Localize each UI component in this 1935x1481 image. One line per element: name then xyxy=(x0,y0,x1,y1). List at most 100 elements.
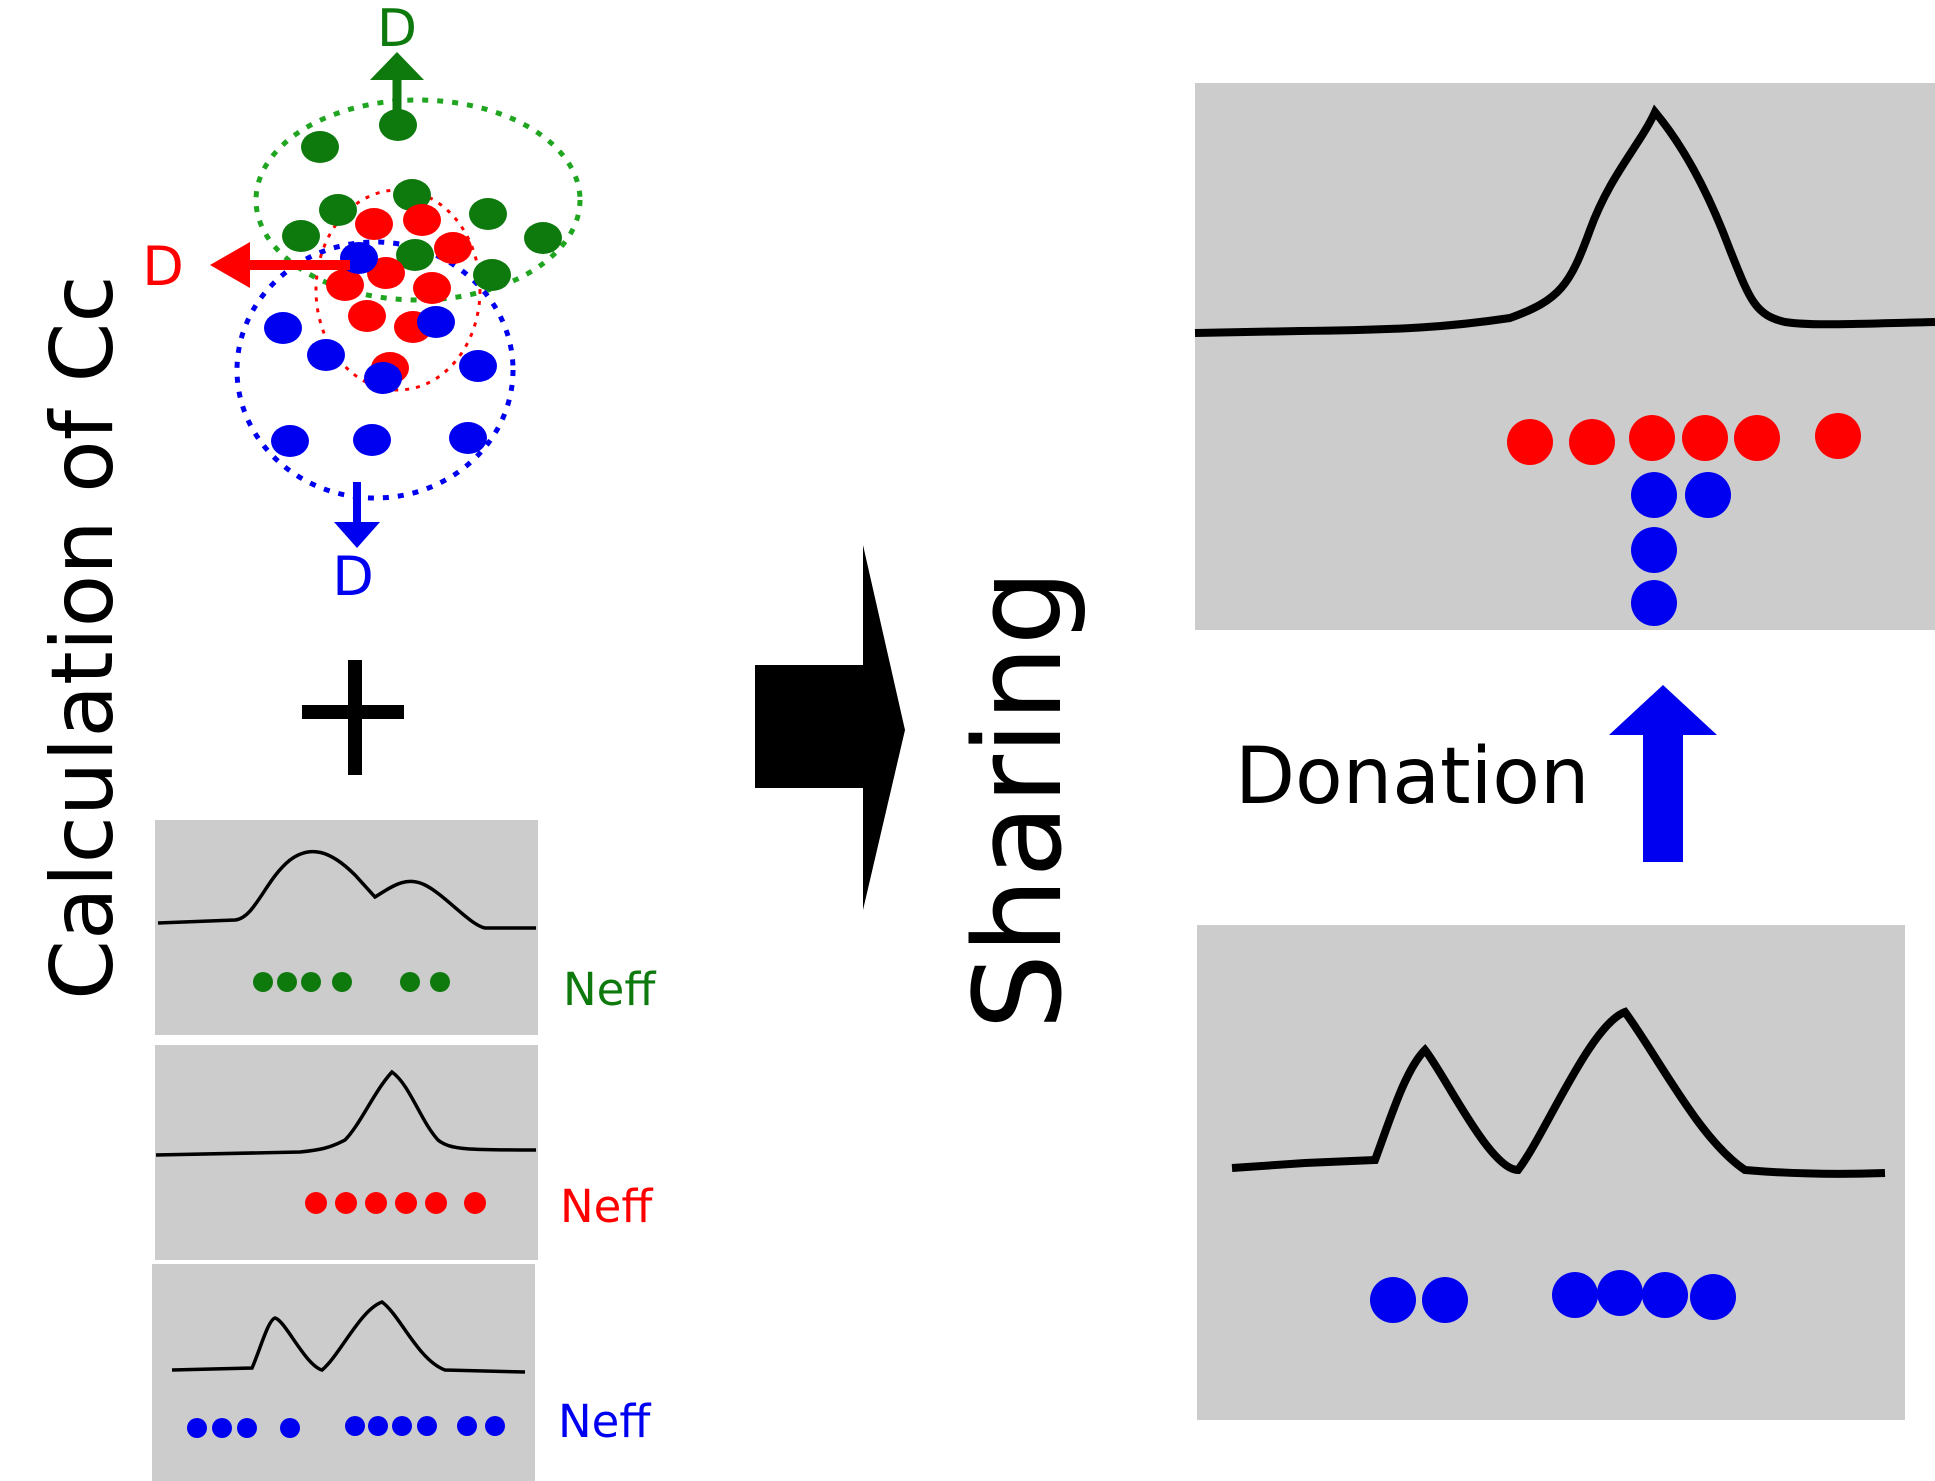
blue-point xyxy=(271,425,309,457)
blue-point xyxy=(364,362,402,394)
up-arrow-icon xyxy=(1609,685,1717,862)
sample-point xyxy=(1682,415,1728,461)
red-left-arrow-icon xyxy=(210,242,350,288)
donation-label: Donation xyxy=(1235,732,1589,822)
sample-point xyxy=(1734,415,1780,461)
sample-point xyxy=(1507,419,1553,465)
blue-points xyxy=(264,242,497,457)
sample-point xyxy=(1569,419,1615,465)
red-point xyxy=(326,269,364,301)
sample-point xyxy=(1629,415,1675,461)
blue-neff-label: Neff xyxy=(558,1395,651,1448)
blue-density-panel xyxy=(152,1264,535,1481)
blue-point xyxy=(459,350,497,382)
sample-point xyxy=(400,972,420,992)
green-cluster-marker: D xyxy=(377,0,417,59)
sample-point xyxy=(277,972,297,992)
remaining-blue-points xyxy=(1370,1270,1736,1323)
donor-density-panel xyxy=(1197,925,1905,1420)
sample-point xyxy=(1642,1272,1688,1318)
green-points xyxy=(282,109,562,291)
red-neff-label: Neff xyxy=(560,1180,653,1233)
sample-point xyxy=(464,1192,486,1214)
blue-point xyxy=(307,339,345,371)
blue-cluster-marker: D xyxy=(332,545,374,608)
green-point xyxy=(469,198,507,230)
sample-point xyxy=(365,1192,387,1214)
green-point xyxy=(379,109,417,141)
panel-background xyxy=(155,820,538,1035)
blue-point xyxy=(353,424,391,456)
donated-blue-points xyxy=(1631,472,1731,626)
sample-points xyxy=(253,972,450,992)
red-sample-points xyxy=(1507,413,1861,465)
recipient-density-panel xyxy=(1194,83,1935,630)
sample-point xyxy=(1552,1272,1598,1318)
green-point xyxy=(396,239,434,271)
density-curve xyxy=(157,849,536,930)
blue-cluster-boundary xyxy=(234,239,516,501)
sample-point xyxy=(485,1416,505,1436)
green-point xyxy=(473,259,511,291)
sample-point xyxy=(417,1416,437,1436)
green-point xyxy=(319,194,357,226)
sample-point xyxy=(187,1418,207,1438)
sample-point xyxy=(457,1416,477,1436)
sample-point xyxy=(368,1416,388,1436)
sample-point xyxy=(1685,472,1731,518)
red-point xyxy=(403,204,441,236)
red-density-panel xyxy=(155,1045,538,1260)
sample-points xyxy=(305,1192,486,1214)
sample-point xyxy=(253,972,273,992)
red-point xyxy=(355,208,393,240)
sample-point xyxy=(280,1418,300,1438)
sample-point xyxy=(212,1418,232,1438)
blue-point xyxy=(449,422,487,454)
sample-point xyxy=(1631,527,1677,573)
sample-point xyxy=(305,1192,327,1214)
sample-point xyxy=(425,1192,447,1214)
sample-point xyxy=(1422,1277,1468,1323)
red-cluster-marker: D xyxy=(142,235,184,298)
right-arrow-icon xyxy=(755,545,905,910)
sample-point xyxy=(1370,1277,1416,1323)
sample-point xyxy=(301,972,321,992)
red-point xyxy=(434,232,472,264)
panel-background xyxy=(1195,83,1935,630)
sample-point xyxy=(1690,1274,1736,1320)
green-point xyxy=(393,179,431,211)
sample-point xyxy=(1597,1270,1643,1316)
density-curve xyxy=(1194,104,1935,337)
density-curve xyxy=(171,1300,526,1374)
sample-point xyxy=(332,972,352,992)
sample-point xyxy=(335,1192,357,1214)
red-points xyxy=(326,204,472,384)
sample-point xyxy=(237,1418,257,1438)
green-point xyxy=(524,222,562,254)
green-cluster-boundary xyxy=(253,97,583,303)
blue-point xyxy=(264,312,302,344)
green-point xyxy=(301,131,339,163)
sample-point xyxy=(1815,413,1861,459)
center-vertical-label: Sharing xyxy=(950,569,1089,1030)
green-point xyxy=(282,220,320,252)
plus-sign-icon xyxy=(302,660,404,775)
panel-background xyxy=(152,1264,535,1481)
sample-point xyxy=(430,972,450,992)
sample-points xyxy=(187,1416,505,1438)
green-density-panel xyxy=(155,820,538,1035)
red-point xyxy=(348,300,386,332)
sample-point xyxy=(345,1416,365,1436)
green-neff-label: Neff xyxy=(563,963,656,1016)
sample-point xyxy=(1631,472,1677,518)
left-vertical-label: Calculation of Cc xyxy=(33,275,133,1000)
density-curve xyxy=(155,1069,537,1157)
green-up-arrow-icon xyxy=(370,52,424,115)
sample-point xyxy=(392,1416,412,1436)
blue-point xyxy=(417,306,455,338)
density-curve xyxy=(1231,1007,1886,1178)
cluster-diagram: D D D xyxy=(142,0,583,608)
blue-down-arrow-icon xyxy=(334,482,380,548)
red-point xyxy=(367,257,405,289)
